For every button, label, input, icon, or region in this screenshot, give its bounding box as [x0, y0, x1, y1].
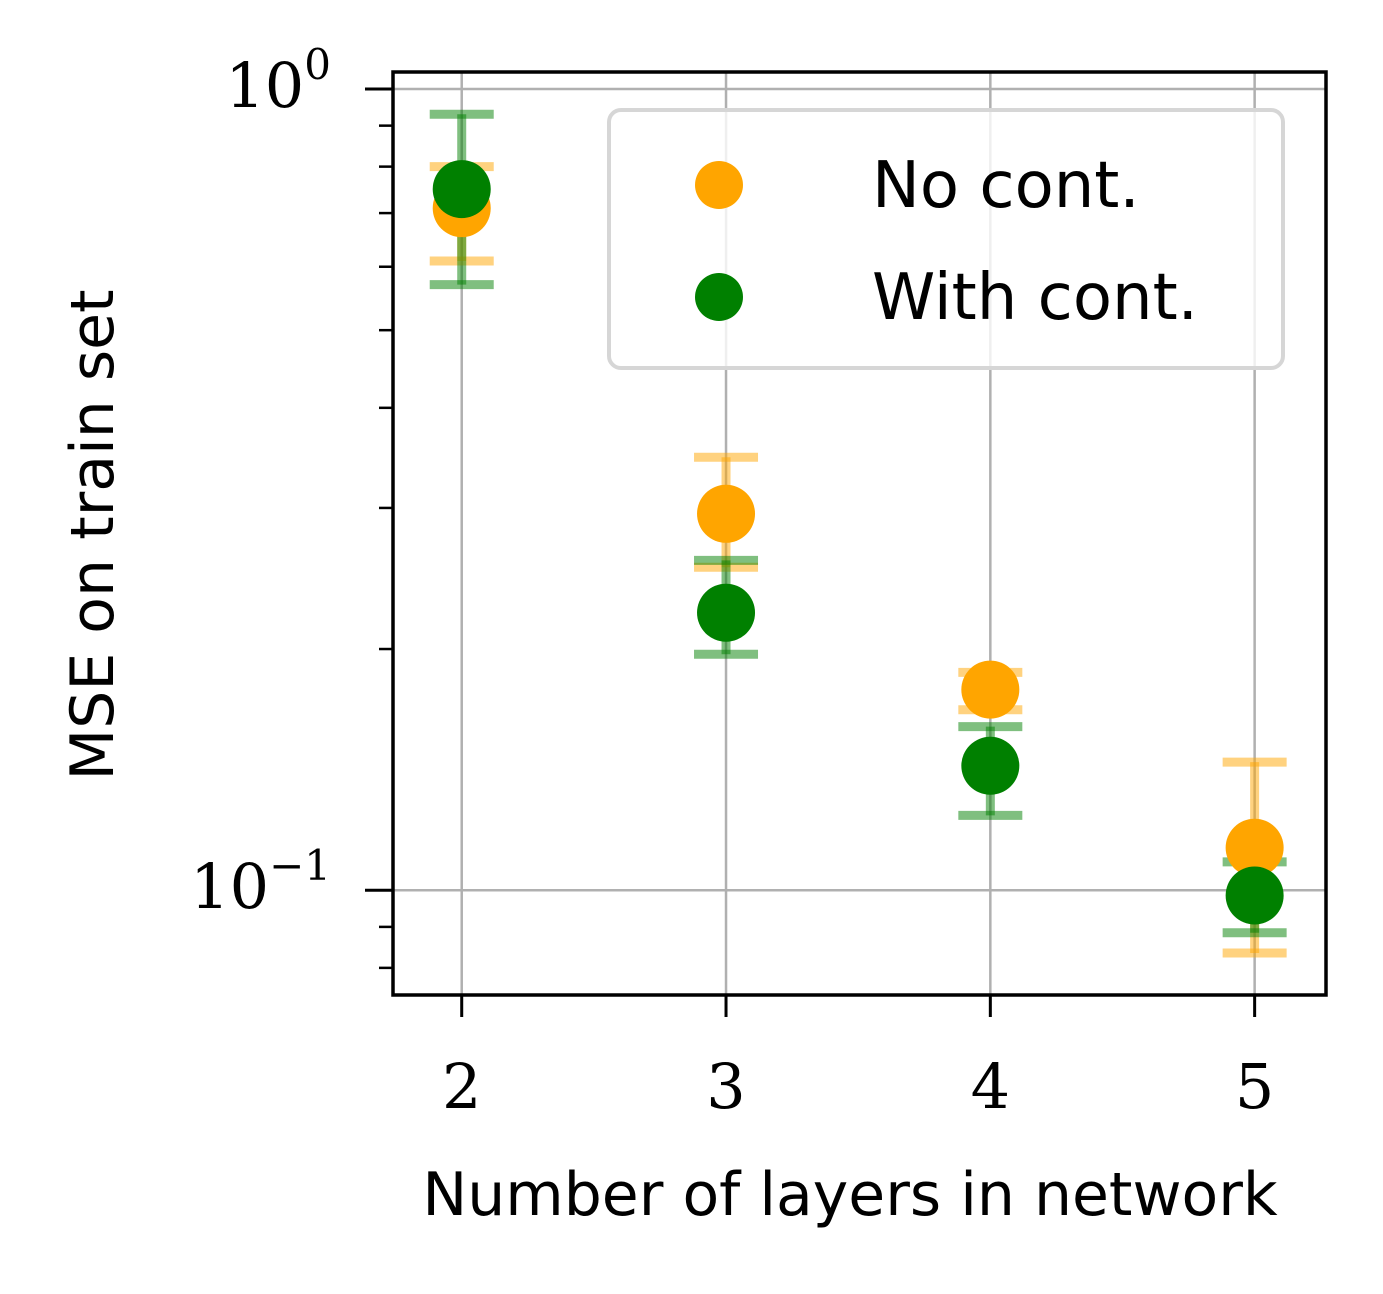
plot-frame [391, 70, 1328, 997]
legend-label: No cont. [872, 149, 1140, 223]
point-no-cont [1225, 818, 1284, 877]
x-tick-label: 3 [706, 1050, 745, 1123]
legend-marker [695, 273, 743, 321]
x-tick-label: 4 [971, 1050, 1010, 1123]
point-with-cont [432, 160, 491, 219]
x-axis-label: Number of layers in network [422, 1160, 1278, 1230]
legend: No cont. With cont. [607, 108, 1285, 370]
x-tick-label: 2 [442, 1050, 481, 1123]
x-axis-ticks: 2 3 4 5 [442, 995, 1274, 1123]
point-no-cont [961, 660, 1020, 719]
legend-marker [695, 161, 743, 209]
point-with-cont [1225, 866, 1284, 925]
y-tick-label: 10−1 [190, 841, 331, 923]
y-axis-label: MSE on train set [58, 289, 128, 780]
data-points [432, 160, 1284, 925]
legend-label: With cont. [872, 261, 1198, 335]
point-with-cont [697, 583, 756, 642]
y-tick-label: 100 [225, 40, 331, 122]
point-with-cont [961, 736, 1020, 795]
point-no-cont [697, 484, 756, 543]
legend-box [607, 108, 1285, 370]
x-tick-label: 5 [1235, 1050, 1274, 1123]
y-axis-ticks: 100 10−1 [190, 40, 393, 970]
